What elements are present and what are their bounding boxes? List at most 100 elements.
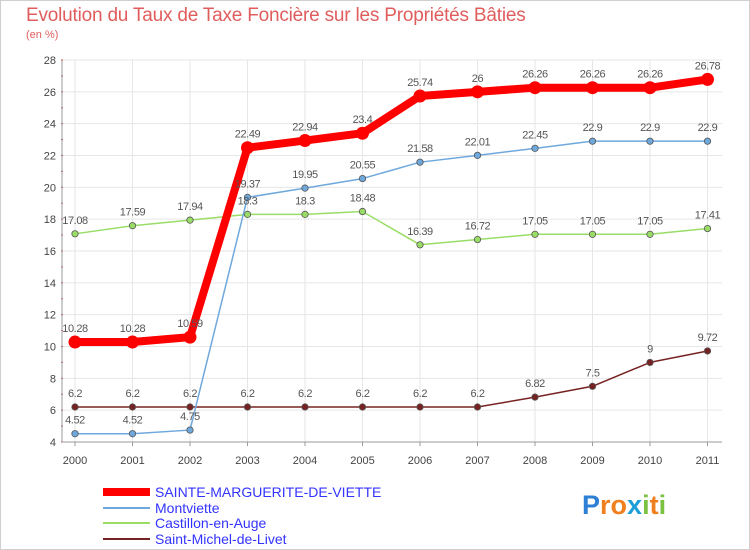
data-point [531, 144, 539, 152]
data-label: 18.3 [295, 195, 315, 207]
data-label: 4.75 [180, 411, 200, 423]
data-label: 20.55 [350, 160, 376, 172]
data-point [356, 126, 369, 140]
y-tick-label: 20 [44, 182, 56, 194]
y-tick-label: 6 [50, 405, 56, 417]
data-label: 18.3 [238, 195, 258, 207]
legend-label: SAINTE-MARGUERITE-DE-VIETTE [155, 484, 381, 500]
data-point [71, 230, 79, 238]
data-point [471, 85, 484, 99]
legend-label: Castillon-en-Auge [155, 515, 266, 531]
series-line-3 [74, 350, 709, 408]
unit-label: (en %) [26, 29, 59, 41]
data-point [703, 137, 712, 145]
data-point [588, 230, 597, 238]
data-point [243, 193, 252, 201]
data-point [646, 230, 654, 238]
y-tick-label: 26 [44, 87, 56, 99]
data-point [186, 403, 194, 411]
legend-label: Saint-Michel-de-Livet [155, 531, 287, 547]
data-point [298, 134, 312, 148]
data-label: 22.49 [235, 129, 261, 141]
data-point [586, 81, 599, 95]
data-point [301, 210, 309, 218]
data-label: 26.26 [580, 69, 606, 81]
data-point [358, 403, 367, 411]
axes: 4 6 8 10 12 14 16 18 20 22 24 26 28 2000 2001 2002 2003 2… [44, 55, 722, 467]
data-point [643, 81, 657, 95]
data-label: 9 [647, 343, 653, 355]
data-label: 26.26 [637, 69, 663, 81]
x-tick-label: 2000 [63, 455, 87, 467]
data-point [416, 158, 424, 166]
legend-label: Montviette [155, 500, 220, 516]
legend: SAINTE-MARGUERITE-DE-VIETTEMontvietteCas… [103, 484, 381, 547]
data-label: 18.48 [350, 193, 376, 205]
y-tick-label: 4 [50, 437, 56, 449]
data-point [703, 224, 712, 233]
data-label: 22.9 [583, 122, 603, 134]
data-label: 10.59 [177, 318, 203, 330]
data-label: 6.2 [125, 388, 139, 400]
data-point [243, 403, 252, 411]
y-tick-label: 16 [44, 246, 56, 258]
data-point [528, 81, 542, 95]
data-label: 22.45 [522, 129, 548, 141]
data-point [416, 403, 424, 411]
data-point [588, 382, 597, 390]
data-point [186, 216, 194, 224]
grid-lines [62, 59, 722, 443]
data-label: 26.26 [522, 69, 548, 81]
data-point [646, 358, 654, 367]
data-point [473, 151, 482, 159]
x-tick-label: 2001 [120, 455, 144, 467]
x-tick-label: 2007 [465, 455, 489, 467]
data-point [128, 222, 137, 230]
y-tick-label: 14 [44, 278, 56, 290]
y-tick-label: 22 [44, 151, 56, 163]
data-point [126, 335, 139, 349]
proxiti-logo: Proxiti [582, 490, 666, 521]
x-tick-label: 2006 [408, 455, 432, 467]
series-line-1 [74, 140, 709, 435]
data-label: 25.74 [407, 77, 433, 89]
data-point [703, 347, 712, 355]
data-point [301, 184, 309, 192]
x-tick-label: 2009 [580, 455, 604, 467]
series-layer [68, 72, 714, 438]
data-label: 7.5 [585, 367, 599, 379]
logo-letter: P [582, 490, 601, 520]
data-label: 6.2 [470, 388, 484, 400]
data-label: 6.2 [355, 388, 369, 400]
data-point [588, 137, 597, 145]
data-point [128, 403, 137, 411]
y-tick-label: 12 [44, 310, 56, 322]
data-point [473, 235, 482, 244]
logo-letter: i [642, 490, 650, 520]
y-tick-label: 18 [44, 214, 56, 226]
data-point [358, 174, 367, 183]
data-label: 22.01 [465, 136, 491, 148]
data-label: 6.82 [525, 378, 545, 390]
data-point [416, 241, 424, 249]
y-tick-label: 24 [44, 119, 56, 131]
data-point [241, 141, 254, 155]
data-point [531, 230, 539, 238]
x-tick-label: 2003 [235, 455, 259, 467]
data-point [186, 426, 194, 434]
data-point [358, 207, 367, 216]
data-point [243, 210, 252, 218]
data-label: 16.72 [465, 221, 491, 233]
data-label: 26.78 [695, 60, 721, 72]
data-label: 10.28 [120, 323, 146, 335]
x-tick-label: 2008 [523, 455, 547, 467]
data-label: 17.08 [62, 215, 88, 227]
data-label: 19.37 [235, 178, 261, 190]
data-label: 9.72 [698, 332, 718, 344]
y-tick-label: 8 [50, 373, 56, 385]
data-label: 17.59 [120, 207, 146, 219]
data-point [473, 403, 482, 411]
data-point [531, 393, 539, 401]
data-point [301, 403, 309, 411]
